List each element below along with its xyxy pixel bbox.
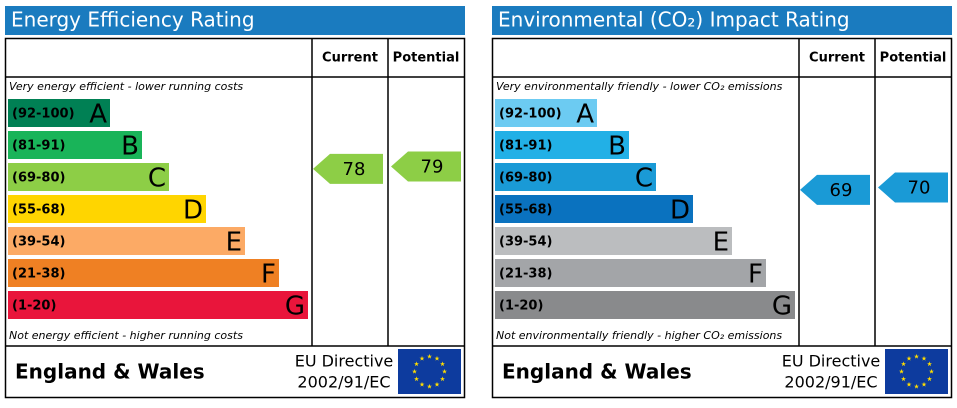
col-header: Current (322, 51, 378, 66)
footer-right: EU Directive (782, 352, 881, 371)
band-letter: F (748, 260, 763, 290)
band (495, 163, 656, 191)
eu-star (412, 368, 417, 374)
band-letter: B (121, 132, 139, 162)
band-range: (39-54) (499, 235, 552, 250)
eu-star (927, 376, 932, 382)
band-letter: G (772, 292, 792, 322)
eu-star (442, 368, 447, 374)
footer-left: England & Wales (15, 360, 205, 384)
band-range: (55-68) (499, 203, 552, 218)
rating-arrow (800, 174, 870, 205)
band-range: (1-20) (12, 299, 56, 314)
band-letter: B (608, 132, 626, 162)
band (495, 195, 693, 223)
eu-star (906, 381, 912, 387)
eu-star (921, 355, 927, 361)
band-letter: C (148, 164, 166, 194)
band (8, 227, 245, 255)
rating-value: 69 (830, 180, 853, 201)
band-range: (92-100) (12, 107, 75, 122)
eu-star (434, 381, 440, 387)
top-note: Very environmentally friendly - lower CO… (496, 80, 783, 93)
eu-star (414, 361, 419, 367)
band-range: (81-91) (499, 139, 552, 154)
footer-left: England & Wales (502, 360, 692, 384)
eu-star (921, 381, 927, 387)
rating-value: 79 (421, 157, 444, 178)
col-header: Potential (880, 51, 947, 66)
eu-star (419, 381, 425, 387)
band-range: (81-91) (12, 139, 65, 154)
band (8, 163, 169, 191)
rating-panel: Energy Efficiency Rating Current Potential… (4, 6, 466, 399)
eu-star (929, 368, 934, 374)
frame (491, 37, 953, 399)
eu-star (414, 376, 419, 382)
band (8, 259, 279, 287)
eu-star (901, 361, 906, 367)
band-letter: A (576, 100, 594, 130)
frame (4, 37, 466, 399)
rating-arrow (313, 153, 383, 184)
bottom-note: Not environmentally friendly - higher CO… (496, 329, 782, 342)
band-range: (39-54) (12, 235, 65, 250)
top-note: Very energy efficient - lower running co… (9, 80, 243, 93)
panel-title: Environmental (CO₂) Impact Rating (498, 8, 850, 32)
band-range: (69-80) (499, 171, 552, 186)
band-letter: F (261, 260, 276, 290)
band-range: (21-38) (12, 267, 65, 282)
band-letter: C (635, 164, 653, 194)
band-range: (92-100) (499, 107, 562, 122)
footer-right: 2002/91/EC (784, 373, 877, 392)
band-letter: A (89, 100, 107, 130)
rating-value: 70 (908, 178, 931, 199)
eu-star (927, 361, 932, 367)
eu-star (419, 355, 425, 361)
band-range: (55-68) (12, 203, 65, 218)
eu-star (914, 353, 919, 359)
title-bar (492, 6, 952, 35)
eu-star (440, 361, 445, 367)
footer-right: EU Directive (295, 352, 394, 371)
band-range: (1-20) (499, 299, 543, 314)
band (8, 195, 206, 223)
col-header: Potential (393, 51, 460, 66)
band-letter: D (183, 196, 203, 226)
band (495, 227, 732, 255)
eu-star (914, 383, 919, 389)
bottom-note: Not energy efficient - higher running co… (9, 329, 243, 342)
footer-right: 2002/91/EC (297, 373, 390, 392)
eu-star (440, 376, 445, 382)
band-range: (69-80) (12, 171, 65, 186)
eu-star (906, 355, 912, 361)
eu-star (434, 355, 440, 361)
title-bar (5, 6, 465, 35)
band-range: (21-38) (499, 267, 552, 282)
band (8, 99, 110, 127)
eu-star (427, 353, 432, 359)
band-letter: E (226, 228, 242, 258)
band (495, 131, 629, 159)
rating-panel: Environmental (CO₂) Impact Rating Current… (491, 6, 953, 399)
band (8, 131, 142, 159)
band-letter: E (713, 228, 729, 258)
band (495, 291, 795, 319)
eu-star (427, 383, 432, 389)
band (8, 291, 308, 319)
band-letter: D (670, 196, 690, 226)
band-letter: G (285, 292, 305, 322)
band (495, 99, 597, 127)
band (495, 259, 766, 287)
eu-star (899, 368, 904, 374)
panel-title: Energy Efficiency Rating (11, 8, 255, 32)
rating-arrow (391, 151, 461, 182)
eu-star (901, 376, 906, 382)
rating-arrow (878, 172, 948, 203)
rating-value: 78 (343, 159, 366, 180)
col-header: Current (809, 51, 865, 66)
